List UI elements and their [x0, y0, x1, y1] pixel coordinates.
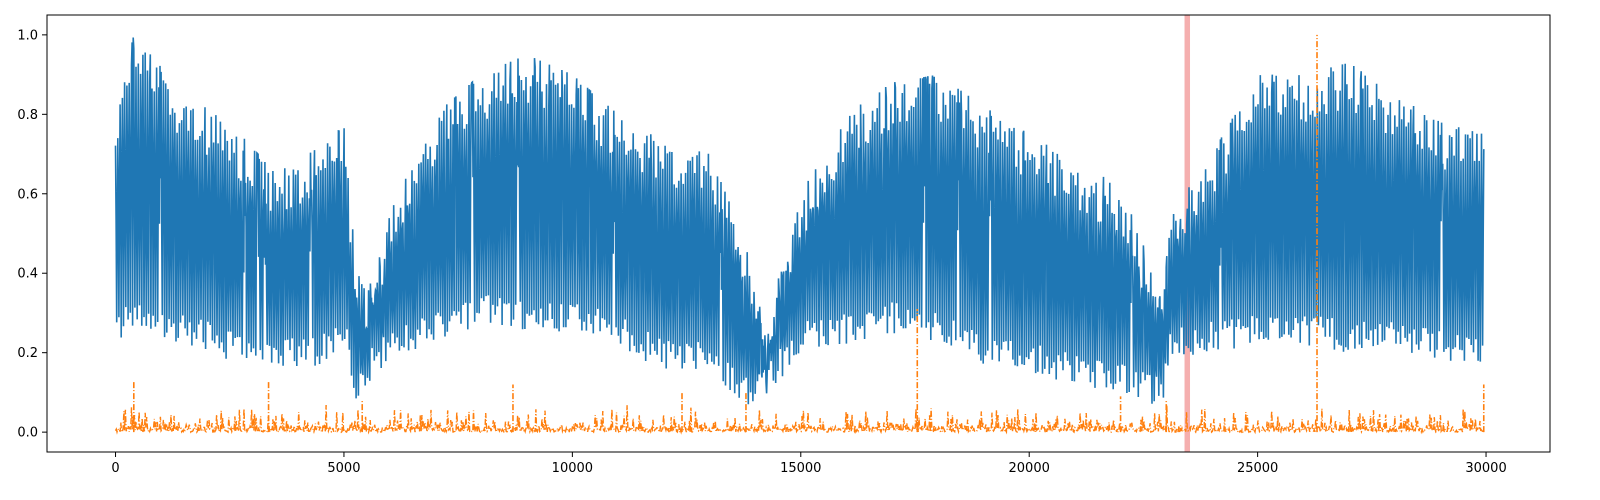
y-tick-label: 1.0	[17, 28, 38, 43]
y-tick-label: 0.0	[17, 426, 38, 441]
x-tick-label: 10000	[552, 461, 593, 476]
y-tick-label: 0.6	[17, 187, 38, 202]
series-2-path	[114, 404, 1485, 435]
x-tick-label: 15000	[780, 461, 821, 476]
x-tick-label: 25000	[1237, 461, 1278, 476]
x-axis: 0 5000 10000 15000 20000 25000 30000	[111, 452, 1507, 476]
y-tick-label: 0.4	[17, 267, 38, 282]
x-tick-label: 0	[111, 461, 119, 476]
x-tick-label: 20000	[1009, 461, 1050, 476]
x-tick-label: 5000	[327, 461, 360, 476]
y-axis: 0.0 0.2 0.4 0.6 0.8 1.0	[17, 28, 47, 441]
series-1-path	[114, 37, 1485, 405]
series-2-line	[114, 34, 1485, 435]
y-tick-label: 0.2	[17, 346, 38, 361]
axes-frame	[46, 14, 1551, 453]
y-tick-label: 0.8	[17, 108, 38, 123]
x-tick-label: 30000	[1465, 461, 1506, 476]
series-1-line	[114, 37, 1485, 405]
